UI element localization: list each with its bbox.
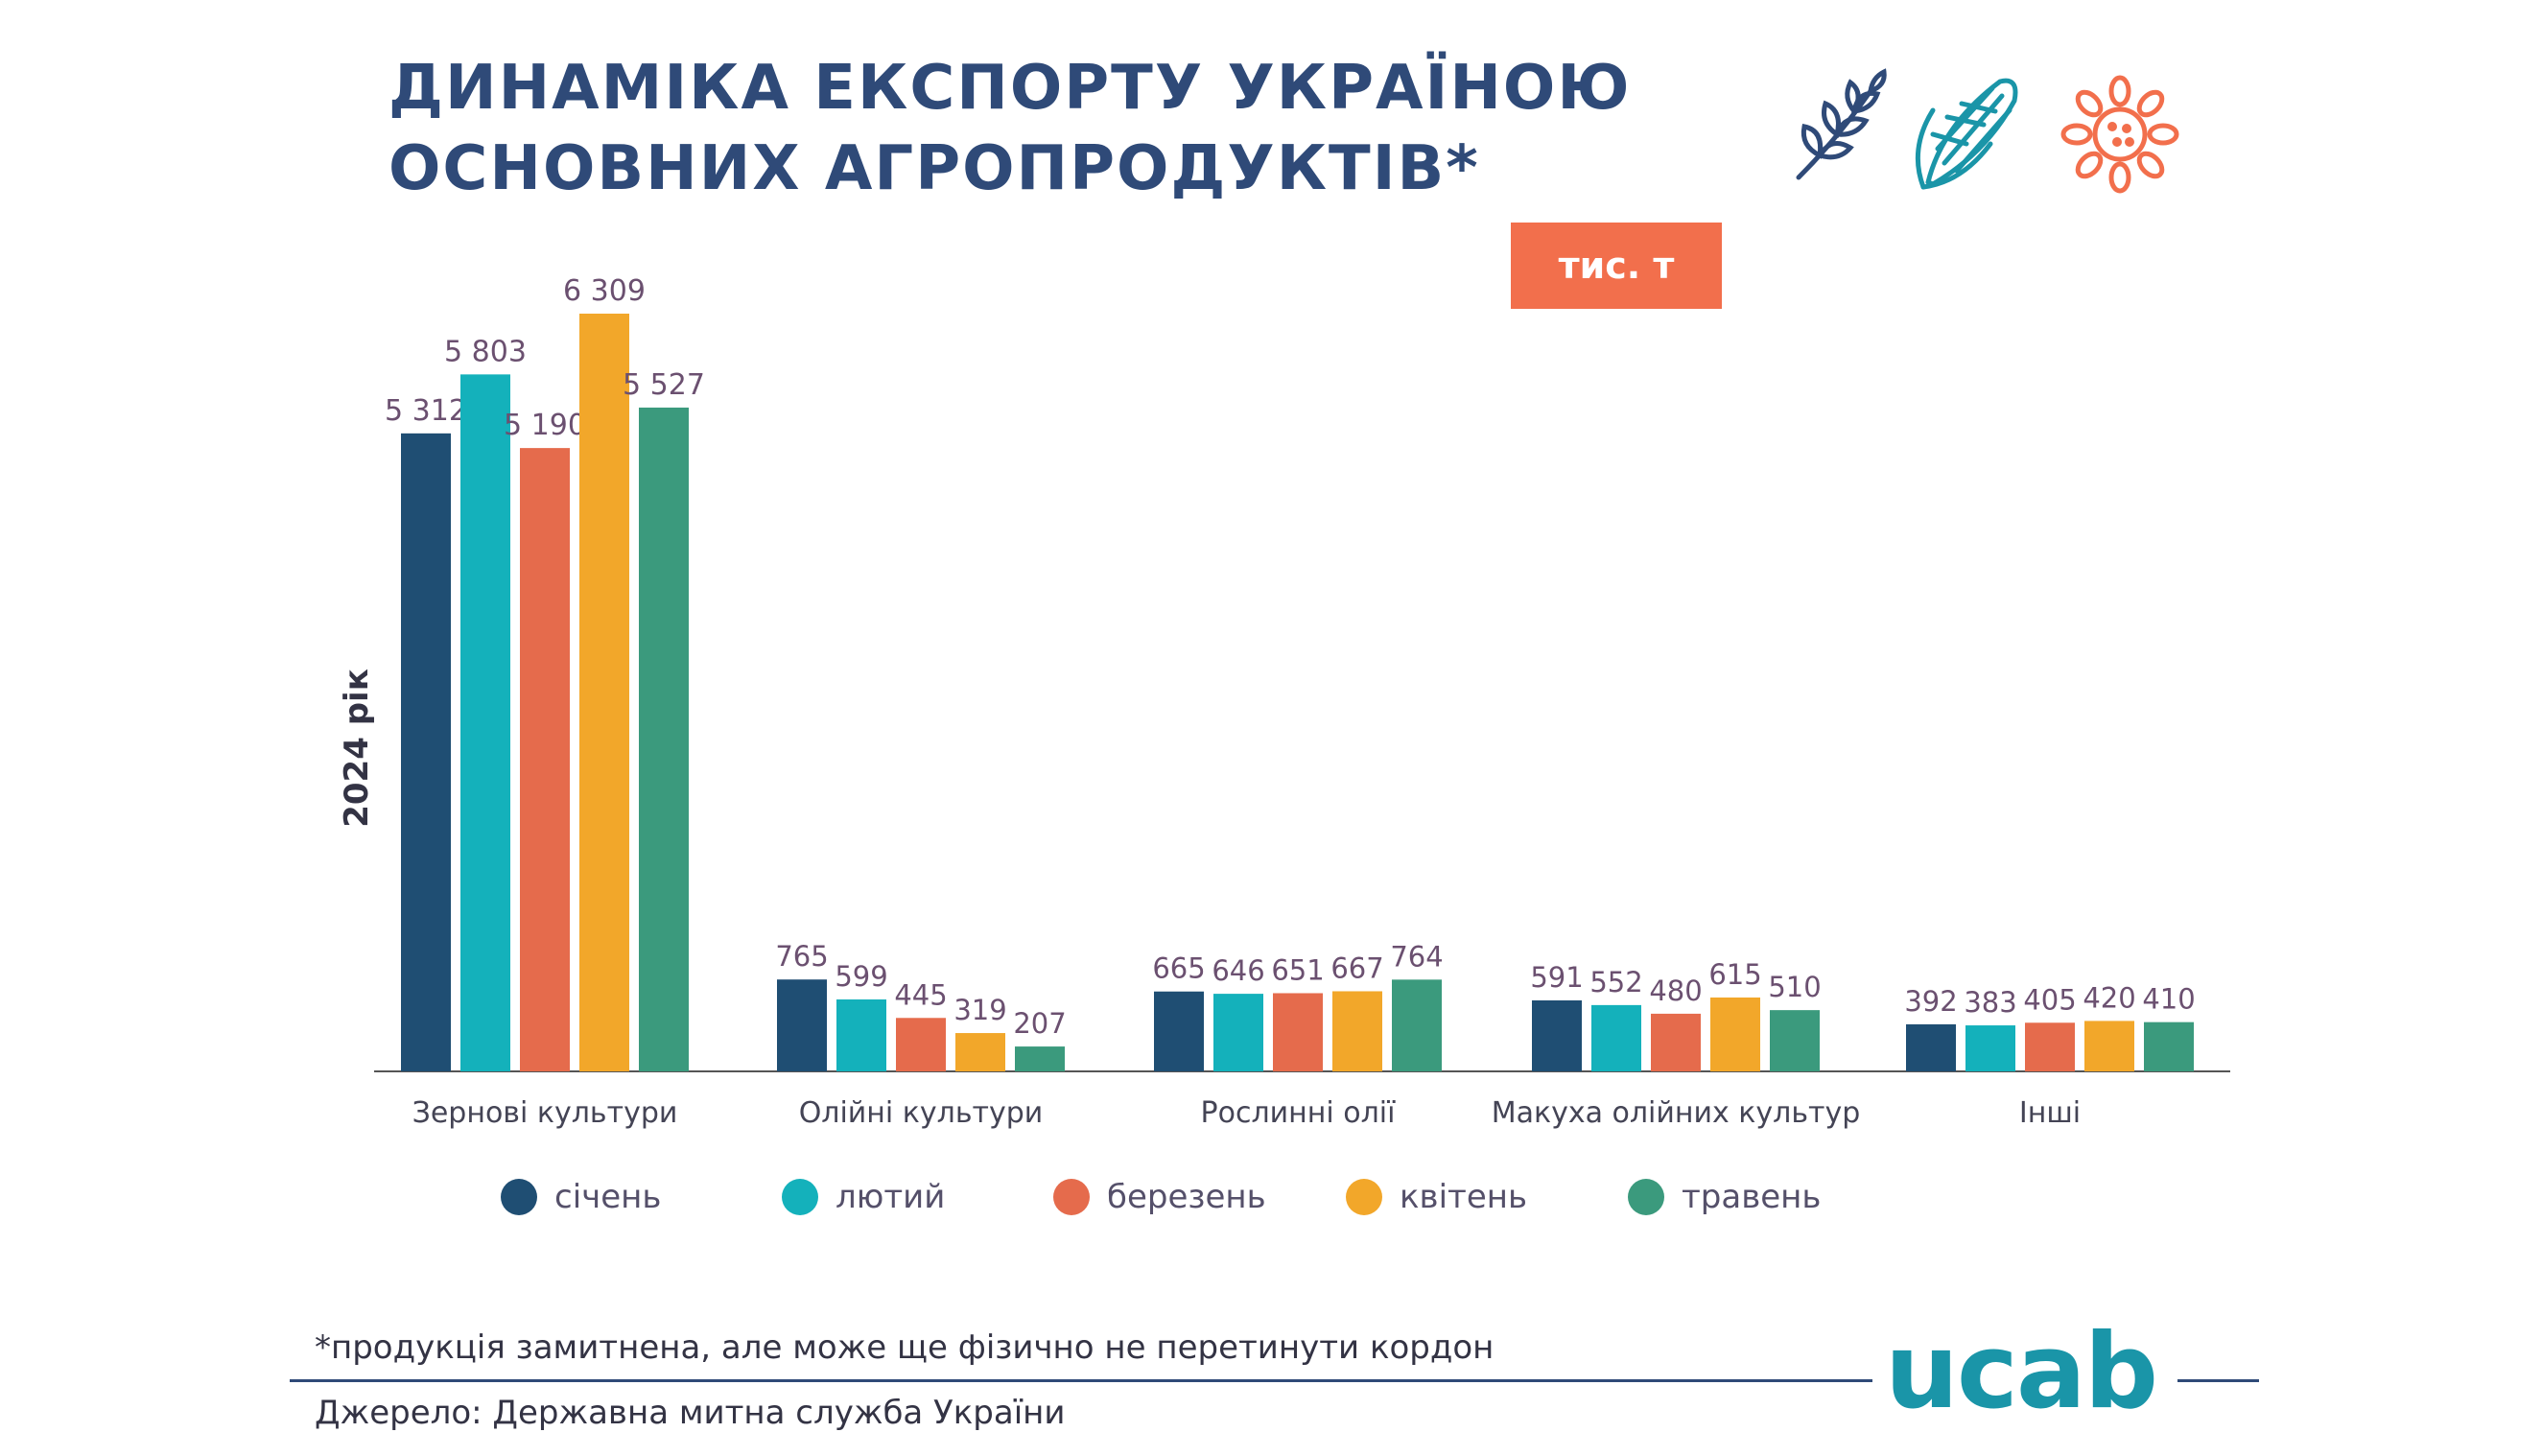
legend-swatch bbox=[1628, 1179, 1664, 1215]
source-note: Джерело: Державна митна служба України bbox=[315, 1394, 1066, 1432]
chart-title-line-2: ОСНОВНИХ АГРОПРОДУКТІВ* bbox=[388, 133, 1480, 204]
bar bbox=[955, 1033, 1005, 1071]
legend-item: квітень bbox=[1346, 1178, 1527, 1216]
unit-badge: тис. т bbox=[1511, 223, 1722, 309]
bar bbox=[1154, 991, 1204, 1071]
bar bbox=[520, 448, 570, 1071]
bar-value-label: 405 bbox=[2023, 983, 2076, 1016]
wheat-icon bbox=[1796, 68, 1887, 180]
category-label: Олійні культури bbox=[799, 1096, 1044, 1130]
bar-value-label: 5 190 bbox=[504, 409, 586, 442]
bar bbox=[1332, 991, 1382, 1071]
bar-value-label: 319 bbox=[953, 994, 1006, 1026]
bar-value-label: 765 bbox=[775, 940, 828, 973]
legend-item: лютий bbox=[782, 1178, 945, 1216]
bar-value-label: 5 803 bbox=[444, 335, 527, 368]
bar-value-label: 615 bbox=[1708, 958, 1761, 991]
bar bbox=[896, 1018, 946, 1071]
plot-area: 5 312 5 803 5 190 6 309 5 527 Зернові культур… bbox=[374, 274, 2230, 1130]
bar bbox=[1965, 1025, 2015, 1071]
bar-value-label: 383 bbox=[1964, 986, 2016, 1019]
bar-value-label: 445 bbox=[894, 978, 947, 1011]
bar bbox=[1392, 979, 1442, 1071]
corn-icon bbox=[1915, 78, 2018, 190]
bar-value-label: 207 bbox=[1013, 1007, 1066, 1040]
bar-value-label: 480 bbox=[1649, 975, 1702, 1007]
legend-label: травень bbox=[1682, 1178, 1822, 1216]
ucab-logo: ucab bbox=[1885, 1312, 2158, 1432]
bar bbox=[836, 998, 886, 1071]
bar bbox=[2084, 1021, 2134, 1071]
crop-icons bbox=[1796, 68, 2179, 194]
bar bbox=[1532, 999, 1582, 1071]
bar-value-label: 591 bbox=[1530, 961, 1583, 994]
bar bbox=[2144, 1022, 2194, 1071]
legend-item: січень bbox=[501, 1178, 661, 1216]
bar bbox=[1015, 1046, 1065, 1071]
footer-divider-right bbox=[2177, 1379, 2259, 1382]
bar-value-label: 764 bbox=[1390, 940, 1443, 973]
bar-value-label: 5 527 bbox=[623, 368, 705, 402]
category-label: Макуха олійних культур bbox=[1492, 1096, 1861, 1130]
legend-swatch bbox=[501, 1179, 537, 1215]
legend-label: квітень bbox=[1400, 1178, 1528, 1216]
chart-title: ДИНАМІКА ЕКСПОРТУ УКРАЇНОЮ ОСНОВНИХ АГРО… bbox=[388, 48, 1631, 209]
bar bbox=[1213, 994, 1263, 1071]
legend-label: січень bbox=[554, 1178, 662, 1216]
bar-value-label: 667 bbox=[1330, 951, 1383, 984]
category-label: Рослинні олії bbox=[1201, 1096, 1397, 1130]
bar bbox=[460, 374, 510, 1071]
y-axis-label: 2024 рік bbox=[338, 669, 376, 828]
legend-swatch bbox=[782, 1179, 818, 1215]
legend-label: лютий bbox=[836, 1178, 946, 1216]
bar-value-label: 552 bbox=[1589, 966, 1642, 998]
bar bbox=[1651, 1013, 1701, 1071]
bar-value-label: 599 bbox=[835, 960, 887, 993]
chart-legend: січень лютий березень квітень травень bbox=[0, 1178, 2542, 1235]
bar-value-label: 420 bbox=[2083, 981, 2135, 1014]
legend-swatch bbox=[1346, 1179, 1382, 1215]
chart-title-line-1: ДИНАМІКА ЕКСПОРТУ УКРАЇНОЮ bbox=[388, 53, 1632, 124]
bar bbox=[401, 433, 451, 1071]
bar bbox=[2025, 1022, 2075, 1071]
bar-value-label: 651 bbox=[1271, 953, 1324, 986]
bar bbox=[1906, 1023, 1956, 1071]
bar-chart: 5 312 5 803 5 190 6 309 5 527 Зернові культур… bbox=[338, 274, 2230, 1130]
bar bbox=[579, 314, 629, 1071]
bar-value-label: 510 bbox=[1768, 971, 1821, 1003]
bar bbox=[1273, 993, 1323, 1071]
bar-value-label: 392 bbox=[1904, 985, 1957, 1018]
legend-label: березень bbox=[1107, 1178, 1266, 1216]
bar bbox=[1770, 1010, 1820, 1071]
legend-item: березень bbox=[1053, 1178, 1266, 1216]
legend-swatch bbox=[1053, 1179, 1090, 1215]
sunflower-icon bbox=[2060, 75, 2179, 194]
category-label: Інші bbox=[2019, 1096, 2081, 1130]
category-label: Зернові культури bbox=[412, 1096, 678, 1130]
bar-value-label: 665 bbox=[1152, 952, 1205, 985]
bar-value-label: 5 312 bbox=[385, 394, 467, 428]
bar bbox=[777, 979, 827, 1071]
footnote: *продукція замитнена, але може ще фізичн… bbox=[315, 1328, 1495, 1367]
bar-value-label: 6 309 bbox=[563, 274, 646, 308]
bar-value-label: 646 bbox=[1212, 954, 1264, 987]
bar bbox=[1710, 997, 1760, 1071]
footer-divider bbox=[290, 1379, 1872, 1382]
bar bbox=[1591, 1004, 1641, 1071]
bar bbox=[639, 407, 689, 1072]
legend-item: травень bbox=[1628, 1178, 1821, 1216]
bar-value-label: 410 bbox=[2142, 983, 2195, 1016]
